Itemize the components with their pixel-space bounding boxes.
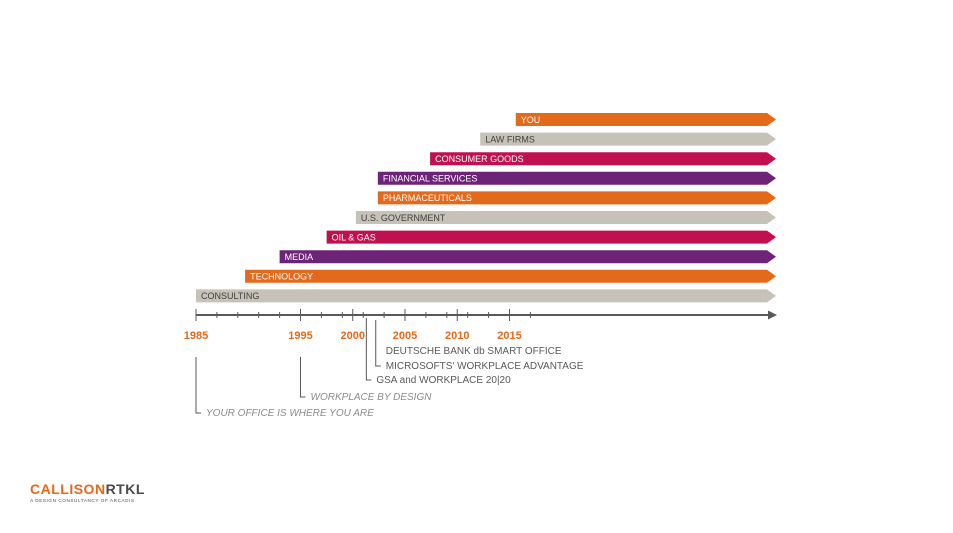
- bar-shape: [430, 152, 776, 166]
- milestone-label: WORKPLACE BY DESIGN: [311, 392, 433, 403]
- milestone-connector: [375, 320, 381, 367]
- bar-you: YOU: [515, 113, 776, 126]
- logo-subtitle: A DESIGN CONSULTANCY OF ARCADIS: [30, 498, 135, 503]
- year-label: 2000: [341, 330, 365, 342]
- axis-arrow: [768, 310, 777, 320]
- bar-shape: [279, 250, 776, 264]
- year-label: 2005: [393, 330, 417, 342]
- year-label: 1985: [184, 330, 208, 342]
- bar-label: FINANCIAL SERVICES: [383, 174, 478, 184]
- bar-label: CONSULTING: [201, 291, 259, 301]
- bar-consumer-goods: CONSUMER GOODS: [430, 152, 776, 166]
- bar-shape: [326, 230, 776, 244]
- bar-shape: [196, 289, 776, 303]
- milestone-label: GSA and WORKPLACE 20|20: [376, 375, 511, 386]
- bar-shape: [355, 211, 776, 224]
- bar-label: U.S. GOVERNMENT: [361, 213, 446, 223]
- bar-label: MEDIA: [285, 252, 314, 262]
- bar-shape: [377, 191, 776, 205]
- milestone-connector: [300, 357, 306, 398]
- bar-shape: [515, 113, 776, 126]
- logo-wordmark: CALLISONRTKL: [30, 482, 145, 496]
- milestone-connector: [365, 318, 372, 381]
- logo-part-rtkl: RTKL: [105, 481, 145, 497]
- year-label: 2010: [445, 330, 469, 342]
- milestone-3: WORKPLACE BY DESIGN: [300, 357, 433, 403]
- milestone-2: GSA and WORKPLACE 20|20: [365, 318, 511, 386]
- bar-label: LAW FIRMS: [485, 134, 535, 144]
- milestone-label: DEUTSCHE BANK db SMART OFFICE: [386, 346, 562, 357]
- bar-label: PHARMACEUTICALS: [383, 193, 472, 203]
- year-label: 1995: [288, 330, 312, 342]
- bar-shape: [377, 171, 776, 185]
- bar-media: MEDIA: [279, 250, 776, 264]
- milestone-label: MICROSOFTS' WORKPLACE ADVANTAGE: [386, 361, 584, 372]
- bar-label: YOU: [521, 115, 541, 125]
- milestone-label: YOUR OFFICE IS WHERE YOU ARE: [206, 408, 374, 419]
- bar-consulting: CONSULTING: [196, 289, 776, 303]
- bar-financial-services: FINANCIAL SERVICES: [377, 171, 776, 185]
- bar-shape: [480, 132, 776, 146]
- bar-label: TECHNOLOGY: [250, 272, 313, 282]
- bar-u-s-government: U.S. GOVERNMENT: [355, 211, 776, 224]
- bar-law-firms: LAW FIRMS: [480, 132, 776, 146]
- milestone-connector: [195, 357, 201, 414]
- logo-part-callison: CALLISON: [30, 481, 106, 497]
- year-label: 2015: [497, 330, 521, 342]
- bar-pharmaceuticals: PHARMACEUTICALS: [377, 191, 776, 205]
- callison-rtkl-logo: CALLISONRTKL A DESIGN CONSULTANCY OF ARC…: [30, 482, 145, 503]
- bar-label: CONSUMER GOODS: [435, 154, 524, 164]
- milestone-4: YOUR OFFICE IS WHERE YOU ARE: [195, 357, 374, 419]
- milestone-1: DEUTSCHE BANK db SMART OFFICE MICROSOFTS'…: [375, 320, 584, 372]
- bar-oil-gas: OIL & GAS: [326, 230, 776, 244]
- bar-shape: [245, 269, 777, 283]
- bar-label: OIL & GAS: [332, 232, 376, 242]
- bar-technology: TECHNOLOGY: [245, 269, 777, 283]
